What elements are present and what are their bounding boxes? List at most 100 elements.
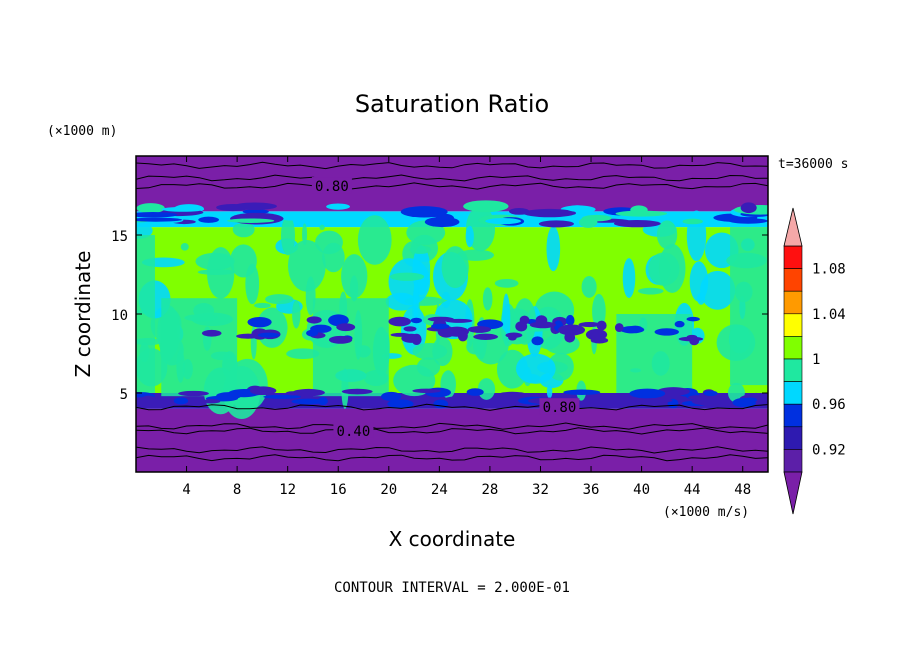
dry-patch — [388, 316, 411, 327]
dry-patch — [686, 316, 700, 322]
y-tick-label-1: 10 — [111, 308, 128, 324]
lower-dry-patch — [292, 388, 325, 397]
dry-patch — [410, 317, 423, 324]
dry-patch — [201, 329, 222, 337]
lower-dry-patch — [703, 390, 718, 397]
cloud-patch — [441, 246, 469, 289]
x-tick-label-4: 20 — [380, 482, 397, 498]
colorbar-label-1: 0.96 — [812, 397, 846, 413]
contour-label-1: 0.80 — [543, 400, 577, 416]
upper-ribbon-patch — [136, 203, 165, 214]
colorbar-cell-3 — [783, 313, 803, 337]
cloud-patch — [581, 276, 597, 298]
lower-dry-patch — [381, 391, 402, 401]
dry-patch — [519, 315, 530, 325]
contour-line-2 — [136, 427, 768, 435]
x-tick-label-7: 32 — [532, 482, 549, 498]
dry-patch — [336, 323, 356, 332]
cloud-patch — [256, 307, 288, 348]
cloud-patch — [656, 220, 678, 250]
contour-line-4 — [136, 403, 768, 411]
upper-ribbon-patch — [630, 205, 648, 215]
chart-title: Saturation Ratio — [355, 90, 549, 118]
x-tick-label-3: 16 — [330, 482, 347, 498]
colorbar-cell-2 — [783, 290, 803, 315]
cloud-patch — [477, 378, 496, 400]
upper-ribbon-patch — [740, 202, 757, 214]
colorbar: 0.92 0.96 1 1.04 1.08 — [783, 207, 846, 515]
colorbar-over-arrow — [783, 207, 803, 247]
y-tick-label-2: 15 — [111, 229, 128, 245]
dry-patch — [531, 336, 544, 346]
lower-dry-patch — [563, 389, 601, 396]
cloud-patch — [465, 225, 474, 248]
cloud-patch — [357, 215, 392, 265]
cloud-patch — [700, 270, 736, 310]
teal-region-3 — [730, 227, 768, 386]
cloud-patch — [494, 278, 519, 288]
cloud-patch — [482, 287, 493, 311]
dry-patch — [596, 320, 607, 331]
cloud-patch — [319, 224, 325, 231]
field-layers — [136, 156, 768, 472]
upper-ribbon-patch — [136, 212, 178, 218]
dry-patch — [457, 330, 468, 342]
colorbar-label-2: 1 — [812, 352, 820, 368]
x-tick-label-11: 48 — [734, 482, 751, 498]
upper-ribbon-patch — [277, 211, 306, 221]
y-axis: 5 10 15 — [111, 229, 768, 403]
x-unit-label: (×1000 m/s) — [663, 505, 749, 520]
dry-patch — [257, 332, 280, 338]
dry-patch — [328, 316, 346, 323]
dry-patch — [654, 328, 679, 336]
lower-dry-patch — [178, 390, 209, 397]
x-tick-label-5: 24 — [431, 482, 448, 498]
dry-patch — [590, 337, 609, 344]
upper-ribbon-patch — [232, 202, 277, 211]
lower-dry-patch — [629, 388, 666, 399]
dry-patch — [565, 314, 575, 326]
contour-line-5 — [136, 182, 768, 190]
colorbar-cell-5 — [783, 358, 803, 382]
cloud-patch — [322, 242, 345, 273]
dry-patch — [508, 334, 517, 341]
x-tick-label-10: 44 — [684, 482, 701, 498]
cloud-patch — [232, 221, 255, 238]
teal-region-1 — [312, 298, 389, 397]
contour-line-0 — [136, 454, 768, 462]
cloud-patch — [180, 243, 189, 251]
cloud-patch — [686, 210, 707, 262]
upper-ribbon-patch — [400, 206, 448, 218]
cloud-patch — [389, 272, 425, 281]
dry-patch — [473, 333, 499, 340]
y-axis-title: Z coordinate — [71, 251, 95, 378]
cloud-patch — [637, 287, 664, 295]
x-axis: 4 8 12 16 20 24 28 32 36 40 44 48 — [182, 156, 751, 498]
contour-line-6 — [136, 174, 768, 182]
lower-dry-patch — [387, 399, 414, 409]
lower-dry-patch — [141, 395, 156, 403]
dry-patch — [445, 318, 473, 323]
lower-dry-patch — [341, 388, 373, 395]
cloud-patch — [265, 294, 294, 305]
cloud-patch — [472, 323, 509, 365]
upper-ribbon-patch — [582, 214, 612, 222]
time-label: t=36000 s — [778, 157, 848, 172]
y-tick-label-0: 5 — [120, 387, 128, 403]
cloud-patch — [546, 226, 561, 272]
dry-patch — [306, 316, 322, 324]
contour-line-3 — [136, 422, 768, 430]
dry-patch — [411, 333, 422, 346]
cloud-patch — [515, 353, 556, 384]
x-tick-label-1: 8 — [233, 482, 241, 498]
cloud-patch — [302, 223, 308, 246]
lower-dry-patch — [201, 399, 221, 404]
upper-ribbon-patch — [728, 218, 768, 224]
x-tick-label-2: 12 — [279, 482, 296, 498]
upper-ribbon-patch — [161, 206, 205, 212]
y-unit-label: (×1000 m) — [47, 124, 117, 139]
lower-dry-patch — [412, 388, 441, 394]
upper-ribbon-patch — [136, 217, 183, 222]
dry-patch — [674, 320, 685, 328]
dry-patch — [614, 323, 624, 333]
